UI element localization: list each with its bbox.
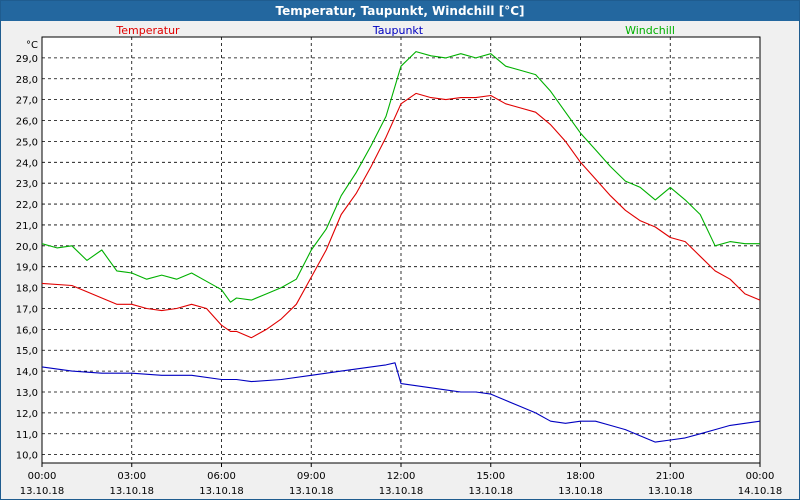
y-tick-label: 15,0 (16, 346, 38, 357)
y-unit-label: °C (26, 40, 38, 51)
y-tick-label: 23,0 (16, 179, 38, 190)
y-tick-label: 29,0 (16, 54, 38, 65)
x-tick-time: 21:00 (656, 471, 685, 482)
y-tick-label: 24,0 (16, 158, 38, 169)
x-tick-time: 06:00 (207, 471, 236, 482)
y-tick-label: 18,0 (16, 284, 38, 295)
y-tick-label: 26,0 (16, 117, 38, 128)
x-tick-date: 13.10.18 (20, 486, 65, 497)
x-tick-date: 13.10.18 (558, 486, 603, 497)
x-tick-date: 13.10.18 (199, 486, 244, 497)
y-tick-label: 14,0 (16, 367, 38, 378)
x-tick-time: 18:00 (566, 471, 595, 482)
legend: Temperatur Taupunkt Windchill (115, 24, 675, 37)
y-tick-label: 21,0 (16, 221, 38, 232)
x-tick-date: 14.10.18 (738, 486, 783, 497)
x-tick-date: 13.10.18 (109, 486, 154, 497)
legend-temperatur: Temperatur (115, 24, 180, 37)
legend-taupunkt: Taupunkt (372, 24, 424, 37)
series-line-temperatur (41, 92, 761, 339)
y-tick-label: 25,0 (16, 137, 38, 148)
window-title: Temperatur, Taupunkt, Windchill [°C] (1, 1, 799, 21)
y-tick-label: 16,0 (16, 325, 38, 336)
x-tick-date: 13.10.18 (379, 486, 424, 497)
x-tick-time: 03:00 (117, 471, 146, 482)
y-tick-label: 19,0 (16, 263, 38, 274)
x-tick-time: 00:00 (28, 471, 57, 482)
y-tick-label: 11,0 (16, 430, 38, 441)
x-tick-time: 09:00 (297, 471, 326, 482)
y-axis: 10,0 11,0 12,0 13,0 14,0 15,0 16,0 17,0 18,0 19,0… (16, 54, 38, 462)
y-tick-label: 22,0 (16, 200, 38, 211)
y-tick-label: 17,0 (16, 304, 38, 315)
y-tick-label: 28,0 (16, 75, 38, 86)
x-tick-time: 15:00 (476, 471, 505, 482)
series-line-windchill (41, 51, 760, 303)
x-tick-date: 13.10.18 (289, 486, 334, 497)
x-tick-date: 13.10.18 (468, 486, 513, 497)
series-lines (41, 51, 761, 443)
y-tick-label: 13,0 (16, 388, 38, 399)
x-tick-time: 12:00 (387, 471, 416, 482)
legend-windchill: Windchill (625, 24, 675, 37)
y-tick-label: 12,0 (16, 409, 38, 420)
series-line-taupunkt (41, 362, 761, 443)
x-tick-date: 13.10.18 (648, 486, 693, 497)
y-tick-label: 20,0 (16, 242, 38, 253)
y-tick-label: 10,0 (16, 451, 38, 462)
x-tick-time: 00:00 (746, 471, 775, 482)
y-tick-label: 27,0 (16, 96, 38, 107)
x-axis: 00:00 13.10.18 03:00 13.10.18 06:00 13.10.18 0… (20, 463, 783, 497)
